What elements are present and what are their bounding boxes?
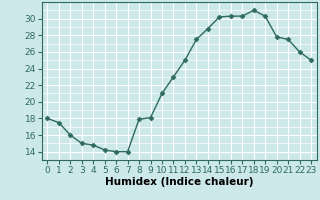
- X-axis label: Humidex (Indice chaleur): Humidex (Indice chaleur): [105, 177, 253, 187]
